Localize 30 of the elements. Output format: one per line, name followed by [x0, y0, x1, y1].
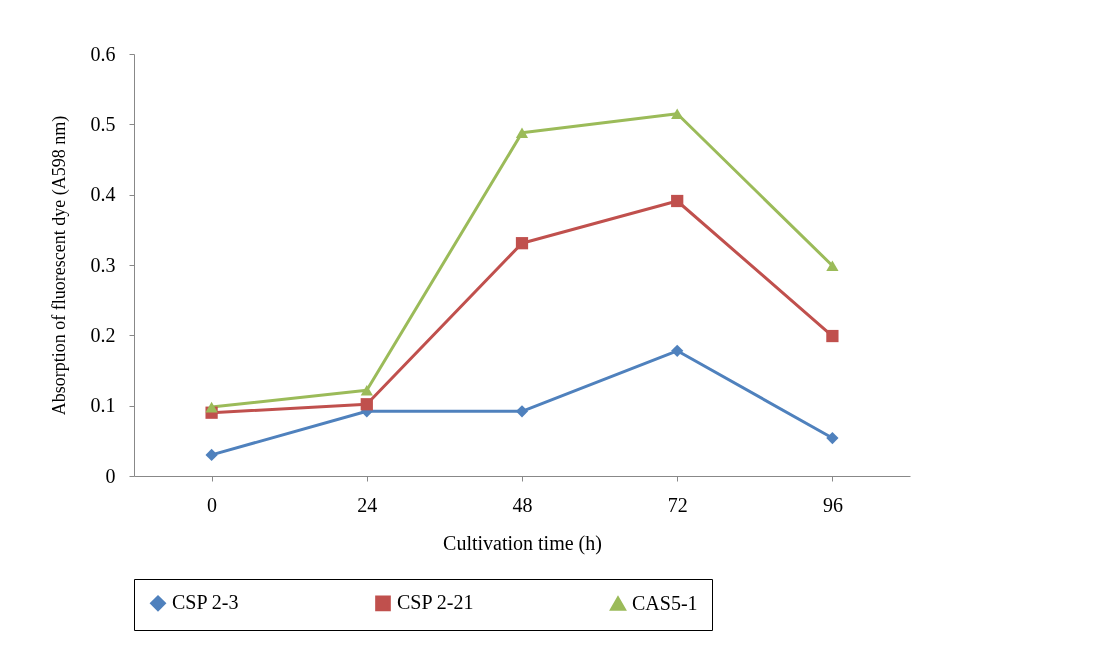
point	[671, 194, 684, 208]
point	[360, 398, 373, 411]
point	[826, 260, 839, 272]
legend-label: CSP 2-3	[172, 591, 239, 614]
legend-label: CAS5-1	[632, 591, 698, 614]
x-tick-label: 72	[667, 493, 688, 516]
x-tick-label: 96	[822, 493, 843, 516]
y-tick-label: 0.3	[90, 253, 116, 276]
point	[515, 237, 529, 250]
point	[671, 344, 684, 357]
y-tick-label: 0	[105, 464, 116, 487]
point	[671, 108, 684, 120]
x-tick-label: 48	[512, 493, 533, 516]
y-tick-label: 0.5	[90, 112, 116, 135]
legend-label: CSP 2-21	[397, 591, 474, 614]
point	[205, 401, 218, 413]
point	[826, 431, 839, 445]
x-tick-label: 24	[357, 493, 378, 516]
point	[205, 448, 218, 462]
y-tick-label: 0.1	[90, 394, 116, 417]
y-axis-title: Absorption of fluorescent dye (A598 nm)	[48, 115, 70, 416]
point	[515, 127, 529, 139]
point	[360, 384, 373, 396]
point	[515, 405, 529, 418]
point	[826, 329, 839, 343]
x-tick-label: 0	[207, 493, 218, 516]
y-tick-label: 0.6	[90, 42, 116, 65]
y-tick-label: 0.4	[90, 183, 116, 206]
x-axis-title: Cultivation time (h)	[443, 531, 602, 555]
y-tick-label: 0.2	[90, 323, 116, 346]
